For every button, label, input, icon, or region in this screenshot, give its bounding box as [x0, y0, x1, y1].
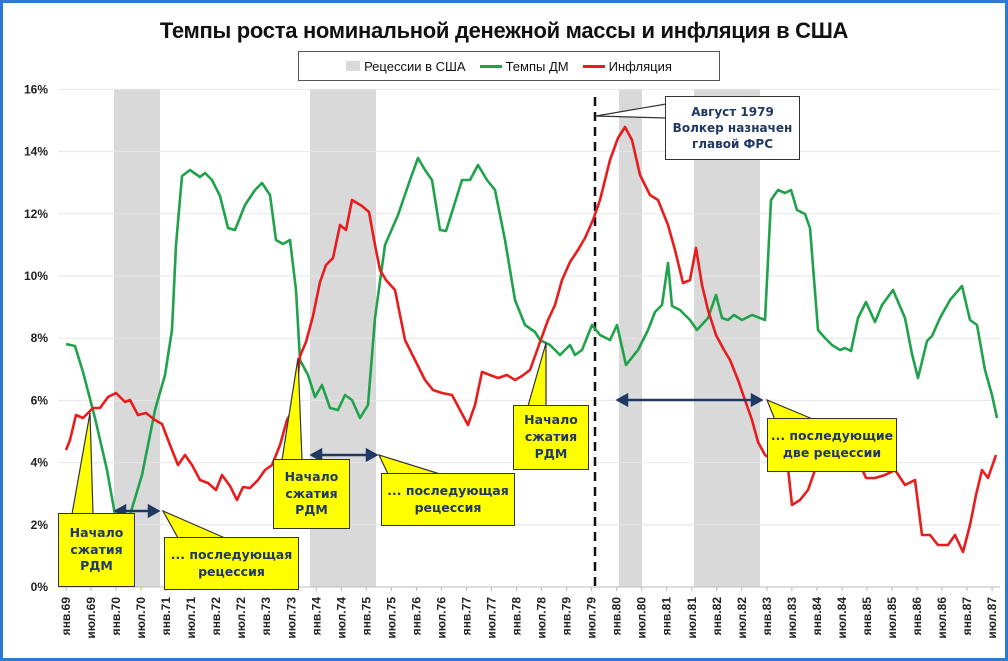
x-tick-label: янв.72 [209, 597, 223, 636]
x-tick-label: июл.73 [284, 597, 298, 639]
x-tick-label: янв.76 [409, 597, 423, 636]
x-tick-label: янв.87 [960, 597, 974, 636]
legend-label-recession: Рецессии в США [364, 58, 466, 74]
x-tick-label: июл.84 [835, 597, 849, 639]
y-tick-label: 10% [24, 269, 48, 283]
x-tick-label: янв.69 [59, 597, 73, 636]
y-tick-label: 12% [24, 207, 48, 221]
x-tick-label: июл.87 [985, 597, 999, 639]
legend: Рецессии в США Темпы ДМ Инфляция [298, 51, 720, 81]
x-tick-label: янв.84 [810, 597, 824, 636]
x-tick-label: янв.81 [660, 597, 674, 636]
x-tick-label: июл.81 [685, 597, 699, 639]
x-tick-label: янв.74 [309, 597, 323, 636]
y-tick-label: 6% [31, 393, 49, 407]
x-tick-label: июл.76 [434, 597, 448, 639]
gridlines [58, 88, 1000, 588]
x-tick-label: июл.77 [485, 597, 499, 639]
x-tick-label: янв.80 [610, 597, 624, 636]
x-tick-label: июл.85 [885, 597, 899, 639]
x-tick-label: янв.70 [109, 597, 123, 636]
x-tick-label: июл.79 [585, 597, 599, 639]
x-tick-label: июл.70 [134, 597, 148, 639]
y-tick-label: 0% [31, 580, 49, 594]
callout-pointer-start1 [71, 412, 94, 515]
inflation-line-swatch-icon [582, 64, 605, 68]
x-tick-label: июл.83 [785, 597, 799, 639]
x-tick-label: янв.75 [359, 597, 373, 636]
x-tick-label: янв.83 [760, 597, 774, 636]
x-axis: янв.69 июл.69 янв.70 июл.70 янв.71 июл.71 янв.… [59, 587, 999, 639]
x-tick-label: янв.71 [159, 597, 173, 636]
legend-item-money: Темпы ДМ [479, 58, 569, 74]
x-tick-label: июл.80 [635, 597, 649, 639]
y-tick-label: 16% [24, 82, 48, 96]
x-tick-label: июл.69 [84, 597, 98, 639]
inflation-line [64, 125, 998, 554]
x-tick-label: июл.71 [184, 597, 198, 639]
x-tick-label: июл.78 [535, 597, 549, 639]
x-tick-label: июл.86 [935, 597, 949, 639]
x-tick-label: янв.86 [910, 597, 924, 636]
period-arrows [113, 392, 764, 519]
legend-label-inflation: Инфляция [608, 58, 672, 74]
chart-title: Темпы роста номинальной денежной массы и… [159, 18, 849, 43]
x-tick-label: янв.82 [710, 597, 724, 636]
y-tick-label: 4% [31, 456, 49, 470]
callout-pointer-start2 [281, 357, 303, 461]
x-tick-label: янв.85 [860, 597, 874, 636]
x-tick-label: янв.79 [560, 597, 574, 636]
legend-label-money: Темпы ДМ [505, 58, 569, 74]
callout-start-tightening-1: Начало сжатия РДМ [58, 513, 135, 587]
x-tick-label: янв.77 [459, 597, 473, 636]
x-tick-label: янв.73 [259, 597, 273, 636]
callout-subsequent-recessions-3: ... последующие две рецессии [767, 418, 897, 472]
callout-subsequent-recession-2: ... последующая рецессия [381, 473, 515, 526]
y-tick-label: 14% [24, 145, 48, 159]
callout-start-tightening-2: Начало сжатия РДМ [273, 459, 350, 529]
y-axis: 0% 2% 4% 6% 8% 10% 12% 14% 16% [24, 82, 48, 594]
x-tick-label: июл.74 [334, 597, 348, 639]
recession-swatch-icon [346, 61, 361, 71]
x-tick-label: июл.72 [234, 597, 248, 639]
callout-pointer-rec2 [377, 454, 441, 475]
x-tick-label: июл.75 [384, 597, 398, 639]
callout-start-tightening-3: Начало сжатия РДМ [513, 405, 589, 470]
legend-item-recession: Рецессии в США [346, 59, 466, 74]
y-tick-label: 8% [31, 331, 49, 345]
callout-pointer-rec3 [765, 398, 816, 421]
callout-volcker: Август 1979 Волкер назначен главой ФРС [665, 96, 800, 160]
legend-item-inflation: Инфляция [582, 58, 672, 74]
money-line-swatch-icon [479, 64, 502, 68]
y-tick-label: 2% [31, 518, 49, 532]
x-tick-label: янв.78 [510, 597, 524, 636]
money-growth-line [65, 156, 999, 539]
x-tick-label: июл.82 [735, 597, 749, 639]
callout-subsequent-recession-1: ... последующая рецессия [164, 537, 299, 590]
